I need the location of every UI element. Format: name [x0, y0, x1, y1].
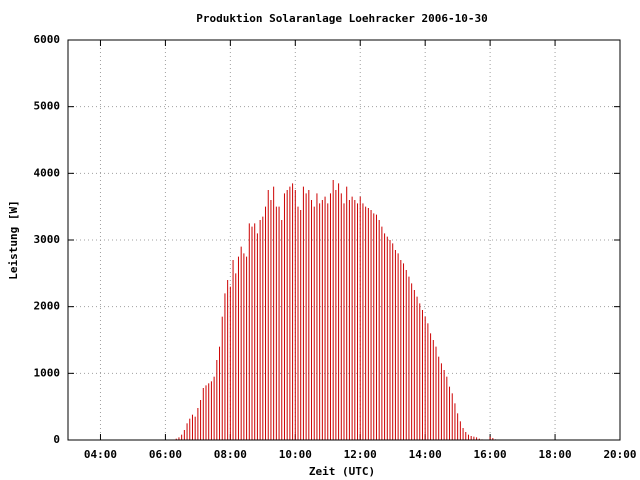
y-axis-label: Leistung [W]	[7, 200, 20, 279]
x-tick-label: 06:00	[149, 448, 182, 461]
x-tick-label: 16:00	[474, 448, 507, 461]
x-tick-label: 18:00	[538, 448, 571, 461]
chart-title: Produktion Solaranlage Loehracker 2006-1…	[196, 12, 487, 25]
y-tick-label: 1000	[34, 366, 61, 379]
x-tick-label: 08:00	[214, 448, 247, 461]
x-tick-label: 12:00	[344, 448, 377, 461]
x-tick-label: 20:00	[603, 448, 636, 461]
x-tick-label: 04:00	[84, 448, 117, 461]
y-tick-label: 4000	[34, 166, 61, 179]
y-tick-label: 3000	[34, 233, 61, 246]
x-axis-label: Zeit (UTC)	[309, 465, 375, 478]
y-tick-label: 5000	[34, 100, 61, 113]
y-tick-label: 2000	[34, 300, 61, 313]
y-tick-label: 0	[53, 433, 60, 446]
y-tick-label: 6000	[34, 33, 61, 46]
x-tick-label: 14:00	[409, 448, 442, 461]
x-tick-label: 10:00	[279, 448, 312, 461]
plot-border	[67, 39, 621, 441]
